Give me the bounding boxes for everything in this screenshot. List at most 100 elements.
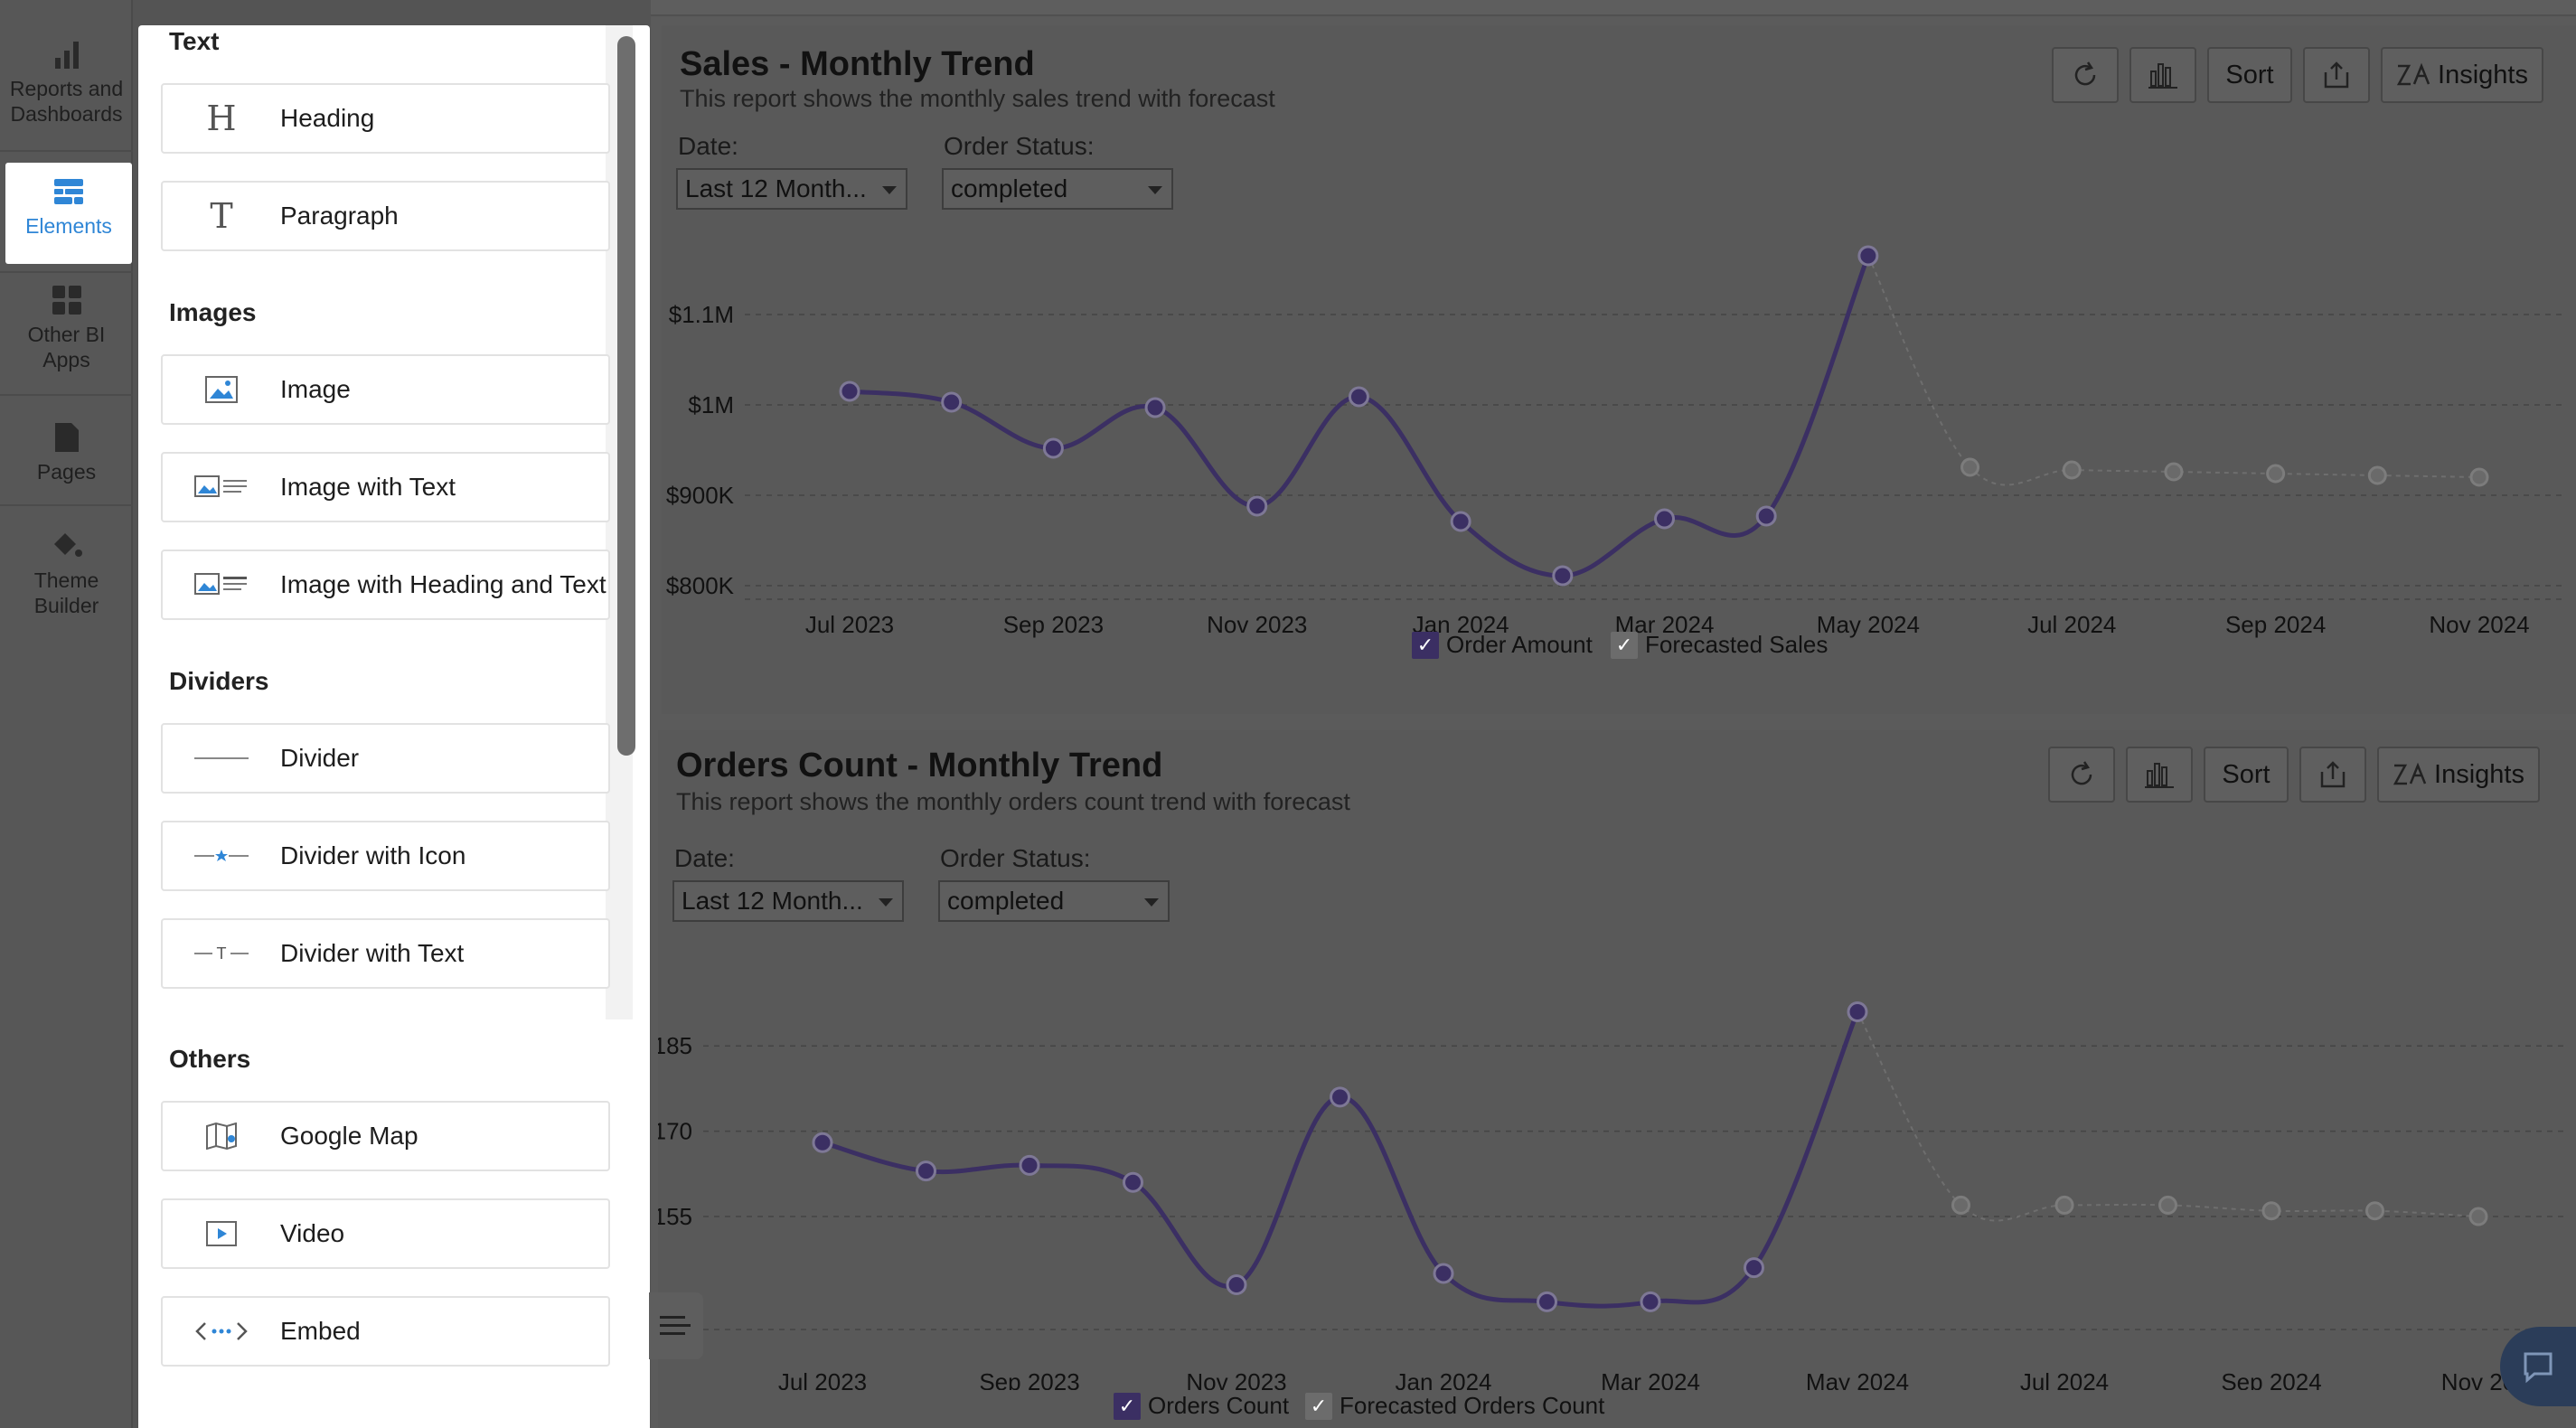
- insights-icon: [2396, 62, 2430, 86]
- chat-button[interactable]: [2500, 1327, 2576, 1406]
- rail-label: Dashboards: [10, 102, 123, 126]
- rail-elements[interactable]: Elements: [5, 163, 132, 264]
- chevron-down-icon: [1148, 186, 1162, 194]
- chart-type-button[interactable]: [2126, 747, 2193, 803]
- x-tick-label: Jul 2024: [2020, 1368, 2109, 1390]
- data-point: [1433, 1263, 1454, 1284]
- legend-order-amount[interactable]: ✓ Order Amount: [1412, 631, 1593, 659]
- forecast-point: [2469, 467, 2489, 487]
- order-status-label: Order Status:: [944, 132, 1095, 160]
- element-embed[interactable]: Embed: [161, 1296, 610, 1367]
- chevron-down-icon: [879, 898, 893, 907]
- chat-icon: [2524, 1352, 2552, 1384]
- data-point: [1348, 386, 1369, 408]
- section-title-text: Text: [169, 27, 220, 55]
- insights-button[interactable]: Insights: [2377, 747, 2540, 803]
- refresh-icon: [2074, 61, 2096, 86]
- y-tick-label: 155: [658, 1203, 692, 1230]
- select-value: completed: [951, 174, 1068, 202]
- legend-orders-count[interactable]: ✓ Orders Count: [1114, 1392, 1289, 1420]
- x-tick-label: May 2024: [1817, 611, 1920, 638]
- element-label: Divider with Icon: [280, 841, 466, 869]
- element-label: Image with Text: [280, 473, 456, 501]
- element-google-map[interactable]: Google Map: [161, 1101, 610, 1171]
- rail-reports-dashboards[interactable]: Reports and Dashboards: [0, 40, 133, 139]
- forecast-series-line: [1857, 1010, 2479, 1222]
- element-label: Video: [280, 1219, 345, 1247]
- element-label: Google Map: [280, 1122, 418, 1150]
- legend-forecasted-sales[interactable]: ✓ Forecasted Sales: [1611, 631, 1828, 659]
- element-label: Image with Heading and Text: [280, 570, 606, 598]
- data-point: [1246, 495, 1268, 517]
- checkbox-checked-icon: ✓: [1114, 1392, 1141, 1420]
- export-button[interactable]: [2303, 47, 2370, 103]
- element-image-with-text[interactable]: Image with Text: [161, 452, 610, 522]
- export-button[interactable]: [2299, 747, 2366, 803]
- element-label: Paragraph: [280, 202, 399, 230]
- order-status-select[interactable]: completed: [938, 880, 1170, 922]
- divider-with-text-icon: T: [163, 944, 280, 963]
- data-point: [1857, 245, 1879, 267]
- x-tick-label: Sep 2023: [1003, 611, 1104, 638]
- x-tick-label: Sep 2023: [979, 1368, 1079, 1390]
- forecast-point: [2367, 465, 2387, 485]
- date-filter-select[interactable]: Last 12 Month...: [672, 880, 904, 922]
- data-point: [941, 391, 963, 413]
- collapse-panel-button[interactable]: [649, 1292, 703, 1359]
- image-with-text-icon: [163, 475, 280, 499]
- actual-series-line: [822, 1010, 1860, 1309]
- paragraph-icon: T: [210, 196, 233, 236]
- checkbox-checked-icon: ✓: [1412, 631, 1439, 659]
- data-point: [1450, 511, 1471, 532]
- data-point: [1226, 1274, 1247, 1296]
- sort-button[interactable]: Sort: [2207, 47, 2292, 103]
- y-tick-label: 170: [658, 1118, 692, 1145]
- legend-label: Order Amount: [1446, 631, 1593, 658]
- image-with-heading-text-icon: [163, 573, 280, 597]
- data-point: [1537, 1291, 1557, 1312]
- element-image-with-heading-and-text[interactable]: Image with Heading and Text: [161, 550, 610, 620]
- menu-collapse-icon: [660, 1316, 691, 1335]
- element-label: Image: [280, 375, 351, 403]
- report-card-orders: Orders Count - Monthly Trend This report…: [658, 730, 2576, 1428]
- panel-scrollbar[interactable]: [617, 36, 635, 756]
- element-paragraph[interactable]: T Paragraph: [161, 181, 610, 251]
- rail-pages[interactable]: Pages: [0, 421, 133, 493]
- elements-panel: Text H Heading T Paragraph Images Image …: [138, 25, 650, 1428]
- insights-icon: [2393, 762, 2427, 785]
- bar-chart-icon: [2148, 63, 2177, 89]
- rail-theme-builder[interactable]: Theme Builder: [0, 531, 133, 631]
- bar-chart-icon: [2145, 763, 2174, 788]
- insights-label: Insights: [2438, 60, 2528, 89]
- data-point: [1330, 1086, 1350, 1108]
- rail-other-bi-apps[interactable]: Other BI Apps: [0, 284, 133, 392]
- left-rail: Reports and Dashboards Elements Other BI…: [0, 0, 133, 1428]
- order-status-select[interactable]: completed: [942, 168, 1173, 210]
- insights-button[interactable]: Insights: [2381, 47, 2543, 103]
- forecast-point: [1960, 457, 1980, 477]
- sort-button[interactable]: Sort: [2204, 747, 2289, 803]
- data-point: [1744, 1257, 1764, 1279]
- date-filter-select[interactable]: Last 12 Month...: [676, 168, 907, 210]
- legend-forecasted-orders-count[interactable]: ✓ Forecasted Orders Count: [1305, 1392, 1604, 1420]
- chevron-down-icon: [1144, 898, 1159, 907]
- select-value: completed: [947, 887, 1065, 915]
- element-video[interactable]: Video: [161, 1198, 610, 1269]
- element-image[interactable]: Image: [161, 354, 610, 425]
- element-divider-with-text[interactable]: T Divider with Text: [161, 918, 610, 989]
- element-label: Embed: [280, 1317, 361, 1345]
- data-point: [1552, 565, 1574, 587]
- image-icon: [163, 376, 280, 403]
- embed-icon: [163, 1320, 280, 1342]
- refresh-button[interactable]: [2048, 747, 2115, 803]
- map-icon: [163, 1123, 280, 1150]
- chart-type-button[interactable]: [2129, 47, 2196, 103]
- data-point: [1123, 1171, 1143, 1193]
- element-divider[interactable]: Divider: [161, 723, 610, 794]
- forecast-point: [1951, 1195, 1970, 1215]
- element-divider-with-icon[interactable]: Divider with Icon: [161, 821, 610, 891]
- bar-chart-icon: [54, 42, 79, 69]
- rail-label: Reports and: [9, 77, 124, 100]
- refresh-button[interactable]: [2052, 47, 2119, 103]
- element-heading[interactable]: H Heading: [161, 83, 610, 154]
